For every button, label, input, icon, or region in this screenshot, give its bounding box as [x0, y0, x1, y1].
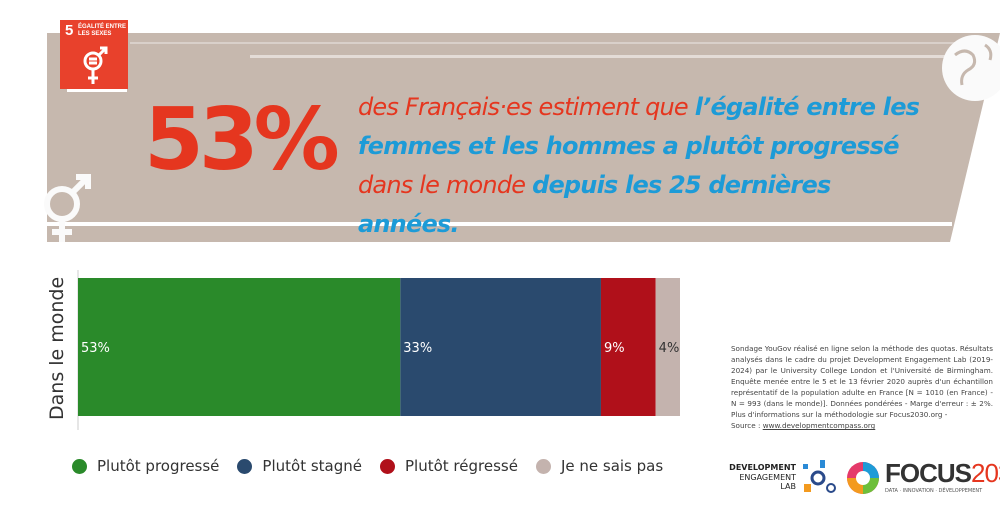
headline-percent: 53% — [144, 90, 340, 190]
stacked-bar-chart: 53% 33% 9% 4% — [77, 270, 680, 430]
legend-swatch — [535, 458, 551, 474]
sdg-number: 5 — [65, 22, 74, 39]
legend-item-2: Plutôt régressé — [380, 457, 518, 475]
legend-item-1: Plutôt stagné — [237, 457, 362, 475]
headline-part4: depuis les 25 dernières années. — [358, 171, 831, 238]
chart-legend: Plutôt progressé Plutôt stagné Plutôt régr… — [72, 457, 681, 475]
del-logo-text: DEVELOPMENT ENGAGEMENT LAB — [726, 463, 796, 492]
sdg-badge: 5 ÉGALITÉ ENTRE LES SEXES — [60, 20, 128, 89]
focus2030-logo-icon — [847, 462, 879, 494]
bar-segment-3 — [655, 278, 680, 416]
focus2030-logo-text: FOCUS2030 — [885, 458, 1000, 489]
note-text: Sondage YouGov réalisé en ligne selon la… — [731, 344, 993, 419]
headline-part3: dans le monde — [358, 171, 533, 199]
focus2030-tagline: DATA · INNOVATION · DÉVELOPPEMENT — [885, 488, 983, 494]
source-link[interactable]: www.developmentcompass.org — [762, 421, 876, 430]
legend-label: Plutôt progressé — [97, 457, 220, 475]
globe-icon — [942, 35, 1000, 101]
del-line1: DEVELOPMENT — [729, 463, 796, 472]
del-logo-icon — [803, 460, 836, 493]
focus-text: FOCUS — [885, 458, 972, 488]
data-label-3: 4% — [659, 341, 680, 356]
bar-segment-2 — [600, 278, 656, 416]
legend-item-0: Plutôt progressé — [72, 457, 219, 475]
bar-segment-1 — [400, 278, 601, 416]
legend-label: Je ne sais pas — [560, 457, 664, 475]
gender-equality-icon — [83, 46, 108, 84]
source-label: Source : — [731, 421, 763, 430]
gender-symbol-icon — [44, 174, 91, 242]
legend-swatch — [237, 458, 253, 474]
banner-background — [44, 33, 1000, 242]
methodology-note: Sondage YouGov réalisé en ligne selon la… — [731, 343, 993, 431]
legend-label: Plutôt régressé — [405, 457, 518, 475]
legend-label: Plutôt stagné — [262, 457, 362, 475]
headline-part2: l’égalité entre les femmes et les hommes… — [358, 93, 920, 160]
legend-swatch — [380, 458, 395, 474]
focus-year: 2030 — [971, 458, 1000, 488]
data-label-2: 9% — [604, 341, 625, 356]
legend-swatch — [72, 458, 87, 474]
headline-text: des Français·es estiment que l’égalité e… — [358, 88, 928, 244]
del-line3: LAB — [780, 482, 796, 491]
data-label-1: 33% — [403, 341, 432, 356]
sdg-label: ÉGALITÉ ENTRE LES SEXES — [78, 24, 127, 37]
headline-part1: des Français·es estiment que — [358, 93, 695, 121]
data-label-0: 53% — [81, 341, 110, 356]
y-axis-category-label: Dans le monde — [46, 276, 68, 420]
del-line2: ENGAGEMENT — [739, 472, 796, 482]
bar-segment-0 — [78, 278, 401, 416]
legend-item-3: Je ne sais pas — [535, 457, 664, 475]
